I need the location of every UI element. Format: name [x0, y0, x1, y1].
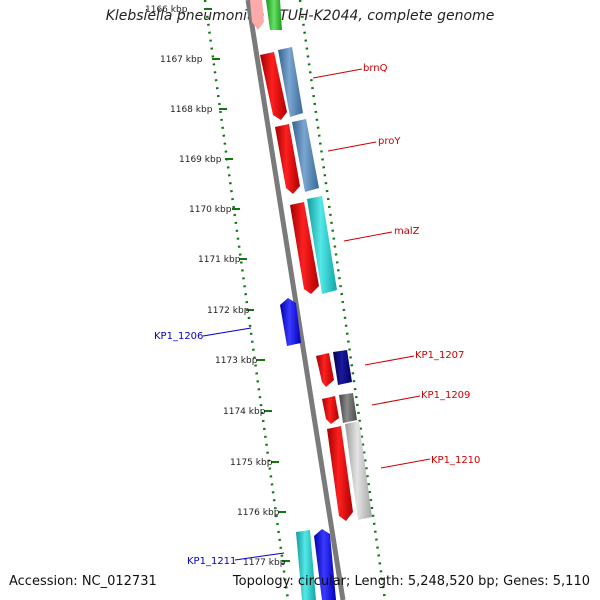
- gene-label-KP1_1207[interactable]: KP1_1207: [415, 350, 464, 361]
- leader-KP1_1206: [202, 327, 252, 337]
- gene-KP1_1209-red[interactable]: [322, 396, 339, 424]
- tick-label: 1177 kbp: [243, 558, 286, 568]
- tick-label: 1176 kbp: [237, 508, 280, 518]
- tick-label: 1172 kbp: [207, 306, 250, 316]
- gene-label-malZ[interactable]: malZ: [394, 226, 420, 237]
- gene-KP1_1211-blue[interactable]: [314, 529, 336, 600]
- leader-KP1_1211: [234, 552, 285, 561]
- gene-label-KP1_1211[interactable]: KP1_1211: [187, 556, 236, 567]
- gene-partial-pink[interactable]: [250, 0, 264, 30]
- leader-KP1_1210: [380, 458, 431, 469]
- tick-label: 1170 kbp: [189, 205, 232, 215]
- tick-label: 1167 kbp: [160, 55, 203, 65]
- genome-title: Klebsiella pneumoniae NTUH-K2044, comple…: [105, 8, 495, 24]
- tick-label: 1171 kbp: [198, 255, 241, 265]
- gene-proY-red[interactable]: [275, 124, 300, 194]
- leader-proY: [327, 141, 377, 152]
- tick-label: 1174 kbp: [223, 407, 266, 417]
- gene-partial-green[interactable]: [266, 0, 282, 30]
- gene-KP1_1207-red[interactable]: [316, 353, 334, 387]
- gene-malZ-red[interactable]: [290, 202, 319, 294]
- gene-KP1_1211-cyan[interactable]: [296, 530, 316, 600]
- tick-label: 1168 kbp: [170, 105, 213, 115]
- gene-KP1_1207-navy[interactable]: [333, 350, 352, 385]
- leader-KP1_1209: [371, 395, 421, 406]
- accession-text: Accession: NC_012731: [9, 574, 157, 589]
- leader-KP1_1207: [364, 355, 415, 366]
- tick-label: 1166 kbp: [145, 5, 188, 15]
- gene-KP1_1209-darkgray[interactable]: [339, 393, 357, 423]
- gene-label-proY[interactable]: proY: [378, 136, 401, 147]
- tick-label: 1175 kbp: [230, 458, 273, 468]
- gene-KP1_1210-lightgray[interactable]: [345, 421, 372, 520]
- gene-malZ-cyan[interactable]: [307, 196, 337, 294]
- gene-label-KP1_1209[interactable]: KP1_1209: [421, 390, 470, 401]
- gene-label-KP1_1210[interactable]: KP1_1210: [431, 455, 480, 466]
- leader-brnQ: [312, 68, 363, 79]
- gene-label-KP1_1206[interactable]: KP1_1206: [154, 331, 203, 342]
- tick-label: 1169 kbp: [179, 155, 222, 165]
- genome-summary-text: Topology: circular; Length: 5,248,520 bp…: [232, 574, 590, 589]
- gene-KP1_1210-red[interactable]: [327, 426, 353, 521]
- scale-line-left: [203, 0, 290, 600]
- leader-malZ: [343, 231, 393, 242]
- gene-KP1_1206-blue[interactable]: [280, 298, 301, 346]
- gene-label-brnQ[interactable]: brnQ: [363, 63, 388, 74]
- gene-brnQ-steel[interactable]: [278, 47, 303, 117]
- gene-brnQ-red[interactable]: [260, 52, 287, 120]
- genome-backbone: [245, 0, 346, 600]
- scale-ticks: 1166 kbp 1167 kbp 1168 kbp 1169 kbp 1170…: [145, 5, 290, 568]
- gene-proY-steel[interactable]: [292, 119, 319, 192]
- tick-label: 1173 kbp: [215, 356, 258, 366]
- scale-line-right: [298, 0, 387, 600]
